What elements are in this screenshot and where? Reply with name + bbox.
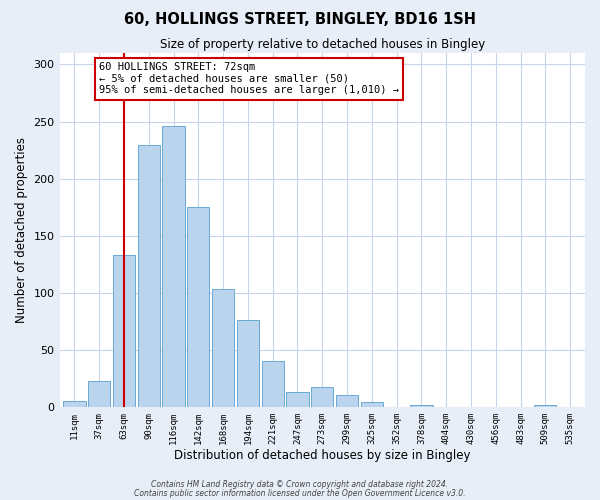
Bar	[311, 388, 334, 407]
Bar	[88, 380, 110, 407]
Title: Size of property relative to detached houses in Bingley: Size of property relative to detached ho…	[160, 38, 485, 51]
Bar	[534, 404, 556, 407]
Text: 60, HOLLINGS STREET, BINGLEY, BD16 1SH: 60, HOLLINGS STREET, BINGLEY, BD16 1SH	[124, 12, 476, 28]
Bar	[410, 404, 433, 407]
Y-axis label: Number of detached properties: Number of detached properties	[15, 137, 28, 323]
Bar	[163, 126, 185, 407]
Text: Contains public sector information licensed under the Open Government Licence v3: Contains public sector information licen…	[134, 488, 466, 498]
Bar	[137, 146, 160, 407]
Bar	[336, 396, 358, 407]
X-axis label: Distribution of detached houses by size in Bingley: Distribution of detached houses by size …	[174, 450, 470, 462]
Bar	[237, 320, 259, 407]
Bar	[262, 361, 284, 407]
Bar	[286, 392, 308, 407]
Bar	[212, 290, 234, 407]
Bar	[63, 401, 86, 407]
Bar	[361, 402, 383, 407]
Bar	[113, 255, 135, 407]
Text: 60 HOLLINGS STREET: 72sqm
← 5% of detached houses are smaller (50)
95% of semi-d: 60 HOLLINGS STREET: 72sqm ← 5% of detach…	[99, 62, 399, 96]
Bar	[187, 207, 209, 407]
Text: Contains HM Land Registry data © Crown copyright and database right 2024.: Contains HM Land Registry data © Crown c…	[151, 480, 449, 489]
